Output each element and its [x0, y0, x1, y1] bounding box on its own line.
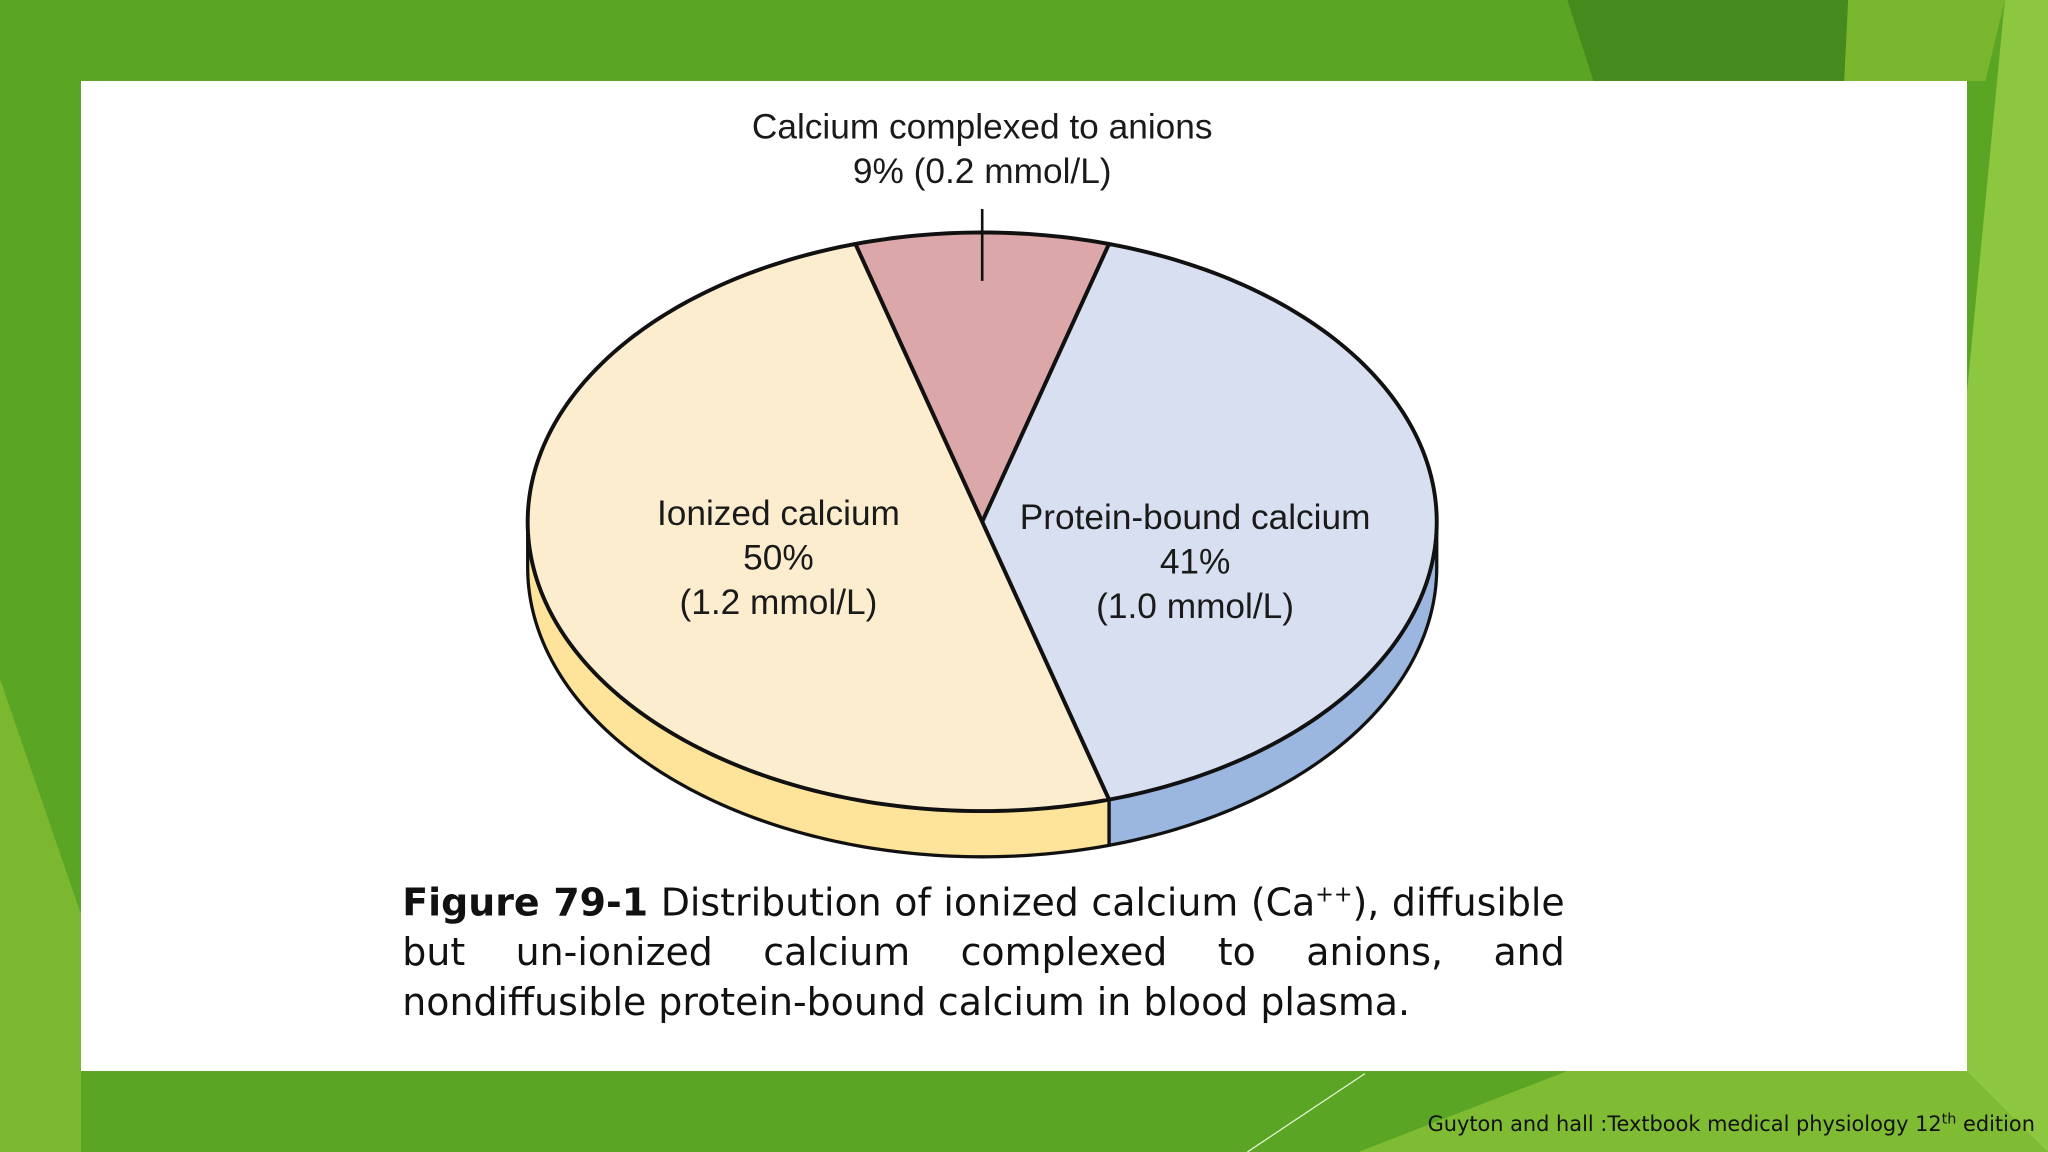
- citation-superscript: th: [1942, 1111, 1957, 1127]
- caption-text: Distribution of ionized calcium (Ca: [660, 880, 1316, 925]
- caption-superscript: ++: [1315, 882, 1353, 909]
- category-label: Calcium complexed to anions: [751, 107, 1213, 147]
- caption-label: Figure 79-1: [402, 880, 649, 925]
- pie: Protein-bound calcium 41% (1.0 mmol/L) Ioni…: [525, 230, 1439, 859]
- concentration-label: (1.2 mmol/L): [680, 583, 878, 622]
- bg-line: [1246, 1073, 1366, 1152]
- slice-label: Calcium complexed to anions 9% (0.2 mmol…: [747, 104, 1217, 193]
- concentration-label: (0.2 mmol/L): [913, 151, 1112, 191]
- value-label: 41%: [1160, 542, 1231, 581]
- bg-shape: [1844, 0, 2005, 81]
- pie-slice: [525, 242, 1111, 814]
- caption: Figure 79-1 Distribution of ionized calc…: [402, 878, 1564, 1027]
- citation-text: Guyton and hall :Textbook medical physio…: [1428, 1112, 1942, 1136]
- bg-shape: [1567, 0, 1849, 81]
- bg-shape: [1967, 0, 2048, 1152]
- concentration-label: (1.0 mmol/L): [1096, 587, 1294, 626]
- citation: Guyton and hall :Textbook medical physio…: [1428, 1111, 2035, 1136]
- top-label-box: Calcium complexed to anions 9% (0.2 mmol…: [747, 104, 1217, 193]
- value-label: 9%: [852, 151, 904, 191]
- pie-slice: [853, 230, 1111, 524]
- slice-label: Ionized calcium 50% (1.2 mmol/L): [657, 494, 900, 622]
- bg-shape: [1358, 1071, 2048, 1152]
- citation-text: edition: [1956, 1112, 2035, 1136]
- pie-slice: [980, 242, 1439, 802]
- category-label: Protein-bound calcium: [1020, 498, 1371, 537]
- slice-label: Protein-bound calcium 41% (1.0 mmol/L): [1020, 498, 1371, 626]
- caption-text: ), diffusible but un-ionized calcium com…: [402, 880, 1565, 1024]
- value-label: 50%: [743, 538, 814, 577]
- bg-shape: [0, 679, 81, 1152]
- caption-box: Figure 79-1 Distribution of ionized calc…: [402, 878, 1564, 1027]
- category-label: Ionized calcium: [657, 494, 900, 533]
